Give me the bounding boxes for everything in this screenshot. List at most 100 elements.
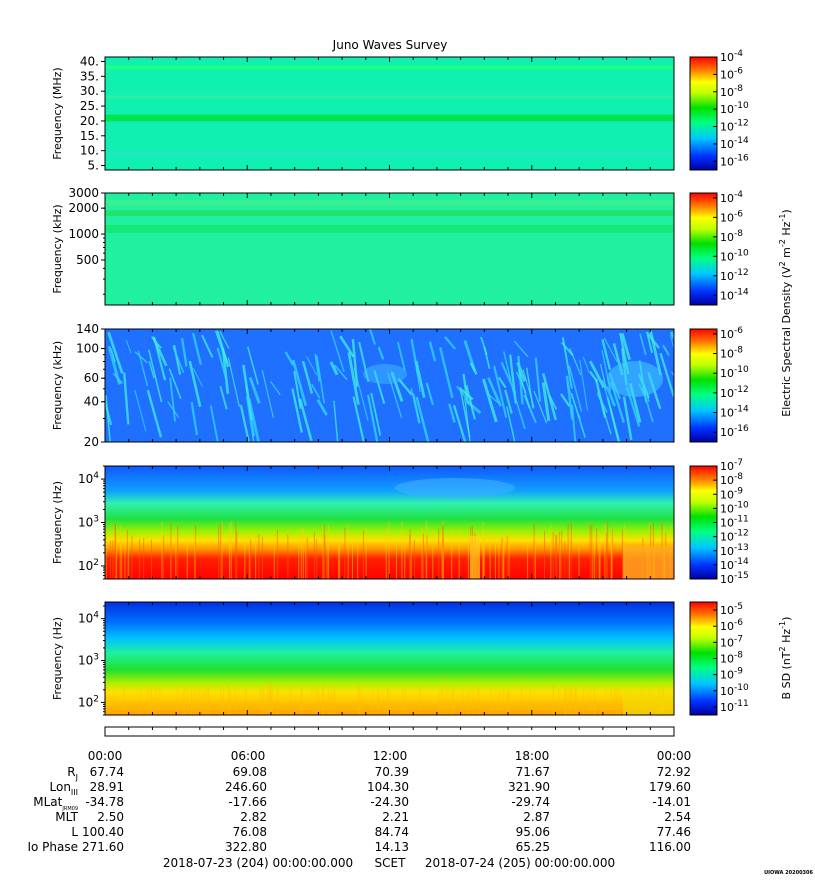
y-tick-label: 102	[78, 558, 99, 573]
y-tick-label: 500	[76, 253, 99, 267]
colorbar-tick-label: 10-14	[720, 287, 749, 302]
spectrogram-panels: 40.35.30.25.20.15.10.5. Frequency (MHz) 10…	[51, 49, 749, 716]
y-tick-label: 60	[84, 371, 99, 385]
ephemeris-value: -14.01	[652, 795, 691, 809]
colorbar-2: 10-4 10-6 10-8 10-10 10-12 10-14	[689, 190, 749, 306]
ephemeris-value: 84.74	[375, 825, 409, 839]
colorbar-tick-label: 10-10	[720, 683, 749, 698]
footer-stamp: UIOWA 20200306	[764, 870, 813, 876]
colorbar-4: 10-710-810-910-1010-1110-1210-1310-1410-…	[689, 458, 749, 586]
ephemeris-value: 69.08	[233, 765, 267, 779]
ephemeris-value: 70.39	[375, 765, 409, 779]
colorbar-tick-label: 10-12	[720, 119, 749, 134]
colorbar-tick-label: 10-13	[720, 543, 749, 558]
ephemeris-value: 179.60	[649, 780, 691, 794]
ephemeris-value: 71.67	[516, 765, 550, 779]
ephemeris-value: 76.08	[233, 825, 267, 839]
y-axis-label: Frequency (kHz)	[51, 204, 64, 293]
ephemeris-value: 2.21	[382, 810, 409, 824]
colorbar-tick-label: 10-15	[720, 571, 749, 586]
y-tick-label: 15.	[80, 129, 99, 143]
colorbar-tick-label: 10-12	[720, 529, 749, 544]
ephemeris-value: -29.74	[511, 795, 550, 809]
ephemeris-label: Io Phase	[27, 840, 78, 854]
colorbar-tick-label: 10-8	[720, 229, 743, 244]
colorbar-tick-label: 10-6	[720, 326, 743, 341]
colorbar-tick-label: 10-9	[720, 667, 743, 682]
y-tick-label: 20	[84, 435, 99, 449]
panel-1: 40.35.30.25.20.15.10.5. Frequency (MHz) 10…	[51, 49, 749, 173]
spectrogram-5	[105, 602, 674, 715]
colorbar-tick-label: 10-12	[720, 385, 749, 400]
magnetic-colorbar-title: B SD (nT2 Hz-1)	[778, 617, 793, 700]
colorbar-tick-label: 10-10	[720, 500, 749, 515]
y-tick-label: 35.	[80, 69, 99, 83]
colorbar-tick-label: 10-14	[720, 405, 749, 420]
y-tick-label: 30.	[80, 84, 99, 98]
y-axis-label: Frequency (Hz)	[51, 481, 64, 564]
time-tick-label: 18:00	[515, 749, 550, 763]
ephemeris-label: MLatJRM09	[33, 795, 78, 812]
footer-end-time: 2018-07-24 (205) 00:00:00.000	[425, 856, 615, 870]
y-tick-label: 103	[78, 515, 99, 530]
colorbar-tick-label: 10-14	[720, 136, 749, 151]
ephemeris-value: 65.25	[516, 840, 550, 854]
ephemeris-label: RJ	[67, 765, 78, 782]
ephemeris-value: 95.06	[516, 825, 550, 839]
ephemeris-value: 14.13	[375, 840, 409, 854]
ephemeris-value: 2.54	[664, 810, 691, 824]
y-tick-label: 100	[76, 342, 99, 356]
colorbar-tick-label: 10-9	[720, 486, 743, 501]
y-axis-label: Frequency (MHz)	[51, 67, 64, 159]
ephemeris-value: 116.00	[649, 840, 691, 854]
spectrogram-3	[105, 329, 674, 442]
panel-4: 104 103 102 Frequency (Hz) 10-710-810-910-10…	[51, 458, 749, 586]
electric-colorbar-title: Electric Spectral Density (V2 m-2 Hz-1)	[778, 209, 793, 416]
y-tick-label: 104	[78, 471, 99, 486]
time-tick-label: 00:00	[657, 749, 692, 763]
colorbar-tick-label: 10-11	[720, 515, 749, 530]
colorbar-tick-label: 10-16	[720, 153, 749, 168]
colorbar-tick-label: 10-14	[720, 557, 749, 572]
y-tick-label: 40	[84, 395, 99, 409]
y-tick-label: 10.	[80, 144, 99, 158]
svg-text:Electric Spectral Density (V2: Electric Spectral Density (V2 m-2 Hz-1)	[778, 209, 793, 416]
ephemeris-value: 67.74	[90, 765, 124, 779]
y-tick-label: 2000	[68, 201, 99, 215]
colorbar-tick-label: 10-4	[720, 49, 743, 64]
ephemeris-value: 72.92	[657, 765, 691, 779]
colorbar-tick-label: 10-11	[720, 699, 749, 714]
colorbar-tick-label: 10-5	[720, 602, 743, 617]
y-tick-label: 1000	[68, 227, 99, 241]
ephemeris-value: -17.66	[228, 795, 267, 809]
y-tick-label: 140	[76, 322, 99, 336]
y-tick-label: 20.	[80, 114, 99, 128]
y-axis-label: Frequency (Hz)	[51, 617, 64, 700]
ephemeris-label: LonIII	[50, 780, 79, 797]
ephemeris-value: 321.90	[508, 780, 550, 794]
y-tick-label: 3000	[68, 186, 99, 200]
colorbar-tick-label: 10-8	[720, 472, 743, 487]
colorbar-tick-label: 10-6	[720, 209, 743, 224]
y-tick-label: 40.	[80, 54, 99, 68]
figure-title: Juno Waves Survey	[332, 38, 448, 52]
ephemeris-value: 28.91	[90, 780, 124, 794]
colorbar-tick-label: 10-6	[720, 618, 743, 633]
y-tick-label: 104	[78, 611, 99, 626]
ephemeris-value: -34.78	[85, 795, 124, 809]
time-tick-label: 00:00	[88, 749, 123, 763]
colorbar-tick-label: 10-10	[720, 248, 749, 263]
ephemeris-value: 2.50	[97, 810, 124, 824]
colorbar-tick-label: 10-8	[720, 346, 743, 361]
ephemeris-value: 104.30	[367, 780, 409, 794]
ephemeris-value: 2.87	[523, 810, 550, 824]
ephemeris-table: 00:00 06:00 12:00 18:00 00:00 RJ 67.74 69.08 70.…	[27, 749, 691, 854]
colorbar-tick-label: 10-10	[720, 365, 749, 380]
ephemeris-value: 322.80	[225, 840, 267, 854]
footer-start-time: 2018-07-23 (204) 00:00:00.000	[163, 856, 353, 870]
colorbar-tick-label: 10-7	[720, 458, 743, 473]
